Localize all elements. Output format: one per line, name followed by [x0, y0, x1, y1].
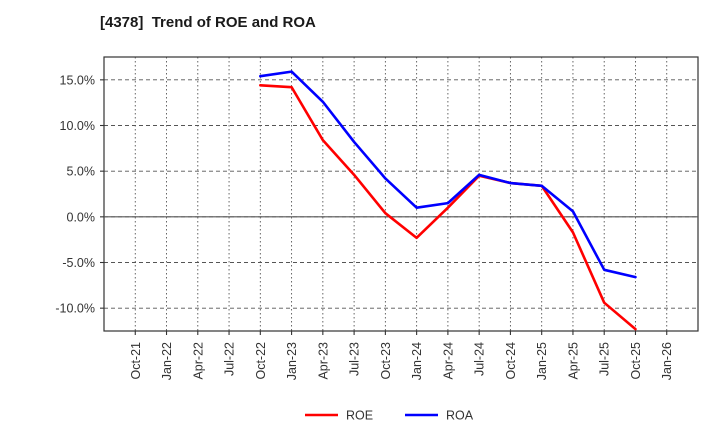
y-tick-label: 15.0%: [60, 73, 95, 87]
x-tick-label: Jan-26: [660, 342, 674, 380]
series-line-roa: [259, 70, 637, 279]
legend-label-roe: ROE: [346, 409, 373, 423]
x-tick-label: Jan-22: [160, 342, 174, 380]
y-axis-ticks: -10.0% -5.0% 0.0% 5.0% 10.0% 15.0%: [55, 73, 104, 316]
x-tick-label: Apr-25: [566, 342, 580, 380]
x-axis-ticks: Oct-21 Jan-22 Apr-22 Jul-22 Oct-22 Jan-23 Apr-…: [129, 331, 674, 380]
x-tick-label: Jul-22: [223, 342, 237, 376]
y-tick-label: 10.0%: [60, 119, 95, 133]
x-tick-label: Apr-24: [441, 342, 455, 380]
y-tick-label: 0.0%: [67, 210, 96, 224]
x-tick-label: Oct-24: [504, 342, 518, 380]
x-tick-label: Oct-25: [629, 342, 643, 380]
series-line-roe: [259, 84, 637, 331]
x-tick-label: Oct-22: [254, 342, 268, 380]
x-tick-label: Oct-23: [379, 342, 393, 380]
x-tick-label: Jul-25: [598, 342, 612, 376]
chart-legend: ROE ROA: [305, 409, 474, 423]
y-tick-label: -10.0%: [55, 302, 95, 316]
data-series-layer: [259, 70, 637, 331]
x-tick-label: Jan-24: [410, 342, 424, 380]
gridlines: [104, 57, 698, 331]
x-tick-label: Apr-22: [191, 342, 205, 380]
axis-frame: [103, 56, 699, 332]
x-tick-label: Oct-21: [129, 342, 143, 380]
chart-title: [4378] Trend of ROE and ROA: [100, 14, 316, 31]
x-tick-label: Jan-25: [535, 342, 549, 380]
plot-border: [103, 56, 699, 332]
x-tick-label: Apr-23: [316, 342, 330, 380]
x-tick-label: Jul-23: [348, 342, 362, 376]
x-tick-label: Jan-23: [285, 342, 299, 380]
x-tick-label: Jul-24: [473, 342, 487, 376]
y-tick-label: 5.0%: [67, 165, 96, 179]
y-tick-label: -5.0%: [62, 256, 95, 270]
legend-label-roa: ROA: [446, 409, 474, 423]
